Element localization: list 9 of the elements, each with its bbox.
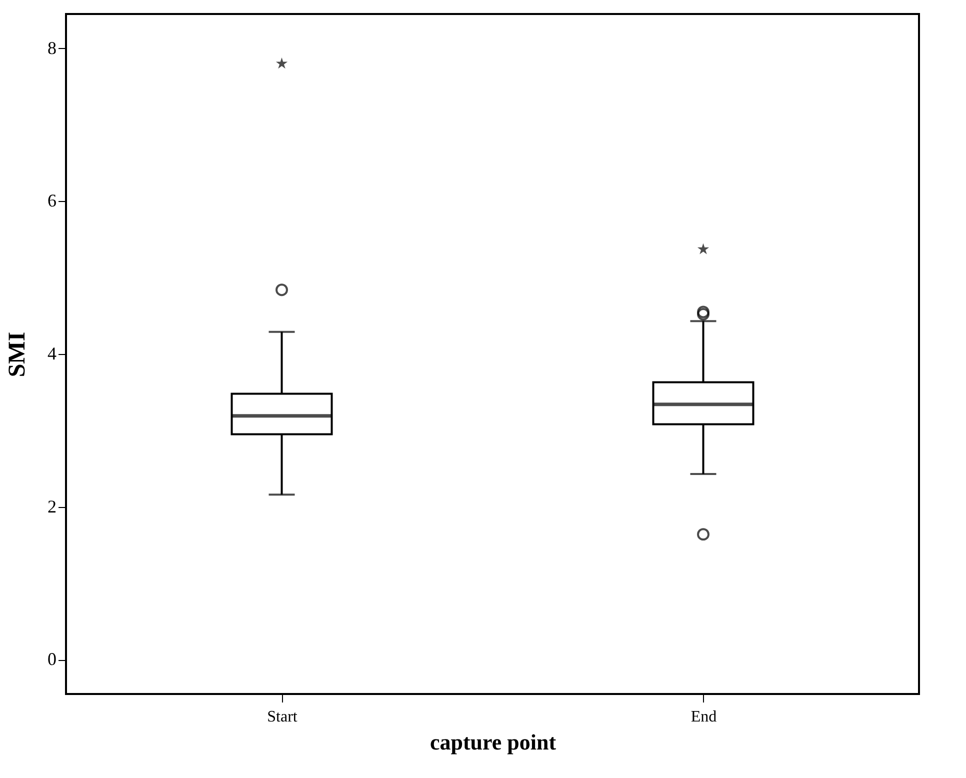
y-tick-label: 8 <box>48 38 56 58</box>
y-tick-label: 2 <box>48 496 56 516</box>
x-tick-label: Start <box>267 708 298 726</box>
y-tick-label: 6 <box>48 190 56 211</box>
x-tick-label: End <box>690 708 717 726</box>
y-tick-label: 4 <box>48 344 56 364</box>
y-tick-label: 0 <box>48 649 56 670</box>
x-axis-title: capture point <box>430 730 557 754</box>
y-axis-title: SMI <box>4 332 30 378</box>
